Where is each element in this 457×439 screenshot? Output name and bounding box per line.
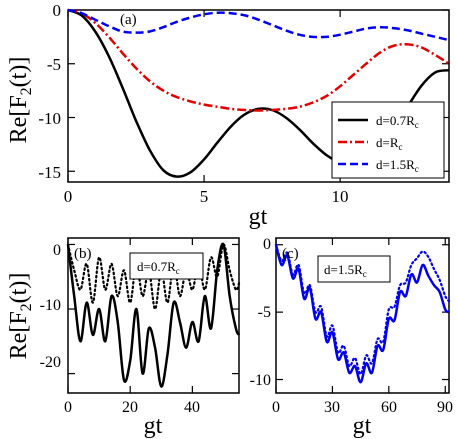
panel-c-ytick-1: -5 [258, 304, 271, 321]
panel-a-xtick-1: 5 [200, 187, 209, 206]
panel-c: (c) d=1.5Rc 0 30 60 90 0 -5 -10 gt [250, 236, 453, 439]
panel-c-xlabel: gt [353, 413, 372, 439]
panel-a-ytick-3: -15 [38, 163, 61, 182]
panel-c-series [274, 243, 451, 384]
panel-b-xtick-0: 0 [64, 399, 72, 416]
panel-b-legend: d=0.7Rc [129, 252, 204, 280]
panel-b-ylabel: Re[F2(t)] [6, 273, 35, 360]
panel-c-legend: d=1.5Rc [317, 255, 391, 283]
panel-b-series-0-line [66, 242, 241, 388]
panel-c-xtick-2: 60 [381, 399, 397, 416]
panel-c-legend-text: d=1.5Rc [324, 262, 367, 279]
panel-a: (a) 0 5 10 0 -5 -10 -15 gt Re[F2(t)] d=0… [6, 1, 450, 230]
panel-c-xtick-1: 30 [324, 399, 340, 416]
panel-a-xtick-2: 10 [332, 187, 349, 206]
panel-c-label: (c) [282, 246, 299, 262]
panel-a-series-1-line [67, 8, 450, 112]
panel-c-series-1-line [274, 243, 451, 376]
panel-b-legend-text: d=0.7Rc [137, 259, 180, 276]
panel-a-legend-box [331, 101, 445, 179]
panel-b-ytick-1: -10 [40, 297, 61, 314]
panel-a-ticks [67, 9, 449, 182]
panel-a-legend: d=0.7Rc d=Rc d=1.5Rc [331, 101, 445, 179]
panel-a-frame [67, 9, 450, 183]
panel-c-xtick-3: 90 [437, 399, 453, 416]
panel-a-series-2-line [67, 8, 450, 42]
panel-b-label: (b) [74, 246, 92, 262]
panel-c-series-0-line [274, 244, 450, 384]
panel-b-legend-box [129, 252, 204, 280]
legend-text-d07: d=0.7Rc [376, 113, 419, 130]
panel-a-ytick-2: -10 [38, 109, 61, 128]
panel-a-label: (a) [120, 12, 137, 28]
panel-b-ytick-0: 0 [53, 242, 61, 259]
panel-a-ylabel: Re[F2(t)] [6, 57, 35, 144]
panel-b-xtick-2: 40 [184, 399, 200, 416]
panel-b-xlabel: gt [144, 413, 163, 439]
panel-b-xtick-1: 20 [122, 399, 138, 416]
panel-c-ytick-0: 0 [263, 236, 271, 253]
panel-b-series [66, 242, 241, 388]
panel-a-xlabel: gt [249, 204, 268, 230]
panel-a-ytick-0: 0 [53, 1, 62, 20]
panel-a-ytick-1: -5 [47, 55, 61, 74]
panel-c-ytick-2: -10 [250, 372, 271, 389]
panel-c-legend-box [317, 255, 391, 283]
legend-text-d15: d=1.5Rc [376, 157, 419, 174]
panel-c-frame [275, 237, 450, 394]
panel-a-xtick-0: 0 [64, 187, 73, 206]
panel-c-xtick-0: 0 [272, 399, 280, 416]
legend-text-d1: d=Rc [376, 135, 403, 152]
panel-b: (b) d=0.7Rc 0 20 40 0 -10 -20 gt Re[F2(t… [6, 237, 241, 439]
panel-b-ytick-2: -20 [40, 354, 61, 371]
panel-b-series-1-line [66, 243, 241, 311]
panel-b-frame [67, 237, 240, 394]
